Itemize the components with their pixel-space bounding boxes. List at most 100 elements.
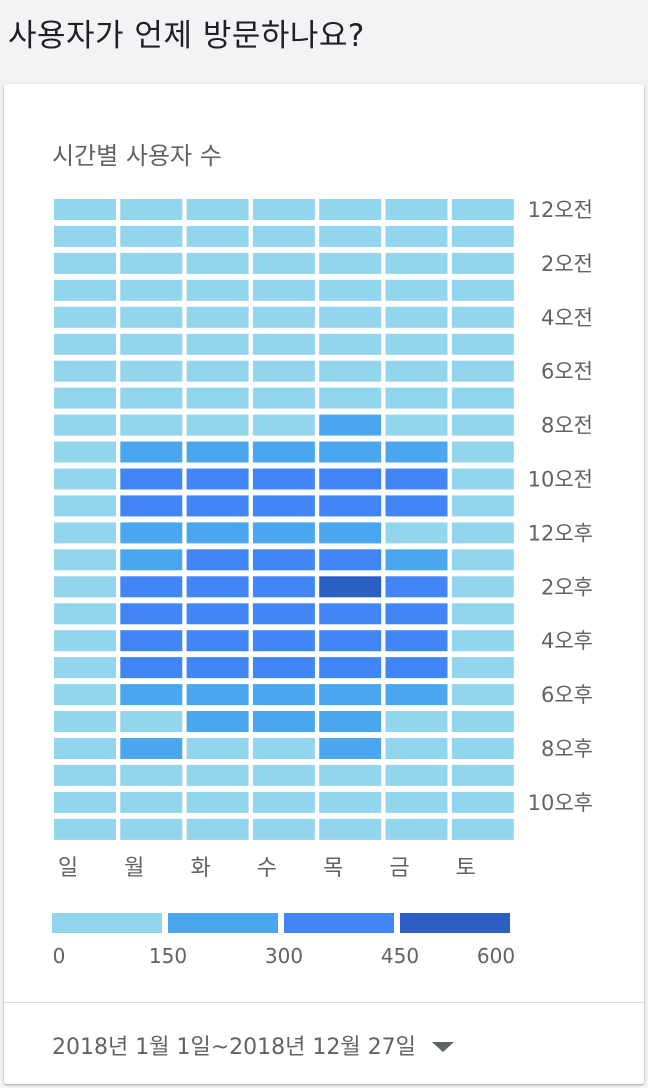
heatmap-cell[interactable] xyxy=(252,360,315,382)
heatmap-cell[interactable] xyxy=(319,252,382,274)
heatmap-cell[interactable] xyxy=(186,414,249,436)
heatmap-cell[interactable] xyxy=(120,603,183,625)
heatmap-cell[interactable] xyxy=(120,468,183,490)
heatmap-cell[interactable] xyxy=(319,387,382,409)
heatmap-cell[interactable] xyxy=(186,387,249,409)
heatmap-cell[interactable] xyxy=(319,818,382,840)
heatmap-cell[interactable] xyxy=(54,279,116,301)
heatmap-cell[interactable] xyxy=(54,684,116,706)
heatmap-cell[interactable] xyxy=(319,576,382,598)
heatmap-cell[interactable] xyxy=(451,225,514,247)
heatmap-cell[interactable] xyxy=(252,495,315,517)
heatmap-cell[interactable] xyxy=(186,549,249,571)
heatmap-cell[interactable] xyxy=(120,791,183,813)
heatmap-cell[interactable] xyxy=(54,522,116,544)
heatmap-cell[interactable] xyxy=(451,684,514,706)
heatmap-cell[interactable] xyxy=(385,333,448,355)
heatmap-cell[interactable] xyxy=(120,414,183,436)
heatmap-cell[interactable] xyxy=(451,549,514,571)
heatmap-cell[interactable] xyxy=(385,522,448,544)
heatmap-cell[interactable] xyxy=(54,225,116,247)
heatmap-cell[interactable] xyxy=(186,333,249,355)
heatmap-cell[interactable] xyxy=(54,306,116,328)
heatmap-cell[interactable] xyxy=(319,657,382,679)
heatmap-cell[interactable] xyxy=(451,333,514,355)
heatmap-cell[interactable] xyxy=(252,306,315,328)
heatmap-cell[interactable] xyxy=(186,603,249,625)
heatmap-cell[interactable] xyxy=(252,576,315,598)
heatmap-cell[interactable] xyxy=(451,468,514,490)
heatmap-cell[interactable] xyxy=(54,764,116,786)
heatmap-cell[interactable] xyxy=(385,414,448,436)
heatmap-cell[interactable] xyxy=(54,711,116,732)
heatmap-cell[interactable] xyxy=(385,549,448,571)
heatmap-cell[interactable] xyxy=(385,252,448,274)
heatmap-cell[interactable] xyxy=(252,279,315,301)
heatmap-cell[interactable] xyxy=(319,495,382,517)
heatmap-cell[interactable] xyxy=(120,360,183,382)
heatmap-cell[interactable] xyxy=(319,603,382,625)
heatmap-cell[interactable] xyxy=(451,791,514,813)
heatmap-cell[interactable] xyxy=(54,549,116,571)
heatmap-cell[interactable] xyxy=(451,764,514,786)
heatmap-cell[interactable] xyxy=(186,738,249,759)
heatmap-cell[interactable] xyxy=(451,657,514,679)
heatmap-cell[interactable] xyxy=(252,684,315,706)
heatmap-cell[interactable] xyxy=(319,199,382,220)
heatmap-cell[interactable] xyxy=(120,711,183,732)
heatmap-cell[interactable] xyxy=(120,818,183,840)
heatmap-cell[interactable] xyxy=(120,199,183,220)
heatmap-cell[interactable] xyxy=(252,199,315,220)
heatmap-cell[interactable] xyxy=(252,225,315,247)
heatmap-cell[interactable] xyxy=(54,630,116,652)
heatmap-cell[interactable] xyxy=(385,764,448,786)
heatmap-cell[interactable] xyxy=(451,630,514,652)
heatmap-cell[interactable] xyxy=(120,764,183,786)
heatmap-cell[interactable] xyxy=(252,791,315,813)
heatmap-cell[interactable] xyxy=(186,360,249,382)
heatmap-cell[interactable] xyxy=(120,657,183,679)
heatmap-cell[interactable] xyxy=(451,495,514,517)
heatmap-cell[interactable] xyxy=(451,306,514,328)
heatmap-cell[interactable] xyxy=(252,441,315,463)
heatmap-cell[interactable] xyxy=(54,360,116,382)
heatmap-cell[interactable] xyxy=(252,549,315,571)
heatmap-cell[interactable] xyxy=(252,603,315,625)
heatmap-cell[interactable] xyxy=(120,306,183,328)
heatmap-cell[interactable] xyxy=(252,333,315,355)
heatmap-cell[interactable] xyxy=(451,279,514,301)
heatmap-cell[interactable] xyxy=(385,306,448,328)
heatmap-cell[interactable] xyxy=(252,711,315,732)
heatmap-cell[interactable] xyxy=(385,738,448,759)
heatmap-cell[interactable] xyxy=(120,522,183,544)
heatmap-cell[interactable] xyxy=(54,199,116,220)
heatmap-cell[interactable] xyxy=(319,549,382,571)
heatmap-cell[interactable] xyxy=(451,603,514,625)
heatmap-cell[interactable] xyxy=(385,387,448,409)
heatmap-cell[interactable] xyxy=(120,252,183,274)
heatmap-cell[interactable] xyxy=(319,764,382,786)
heatmap-cell[interactable] xyxy=(186,576,249,598)
heatmap-cell[interactable] xyxy=(385,576,448,598)
heatmap-cell[interactable] xyxy=(385,360,448,382)
heatmap-cell[interactable] xyxy=(120,684,183,706)
heatmap-cell[interactable] xyxy=(54,387,116,409)
heatmap-cell[interactable] xyxy=(319,684,382,706)
heatmap-cell[interactable] xyxy=(54,333,116,355)
heatmap-cell[interactable] xyxy=(451,252,514,274)
heatmap-cell[interactable] xyxy=(54,252,116,274)
heatmap-cell[interactable] xyxy=(186,306,249,328)
heatmap-cell[interactable] xyxy=(120,387,183,409)
heatmap-cell[interactable] xyxy=(54,818,116,840)
heatmap-cell[interactable] xyxy=(385,657,448,679)
heatmap-cell[interactable] xyxy=(120,225,183,247)
heatmap-cell[interactable] xyxy=(186,441,249,463)
heatmap-cell[interactable] xyxy=(54,414,116,436)
heatmap-cell[interactable] xyxy=(451,414,514,436)
heatmap-cell[interactable] xyxy=(451,818,514,840)
heatmap-cell[interactable] xyxy=(252,738,315,759)
heatmap-cell[interactable] xyxy=(186,495,249,517)
heatmap-cell[interactable] xyxy=(451,738,514,759)
heatmap-cell[interactable] xyxy=(451,360,514,382)
heatmap-cell[interactable] xyxy=(319,333,382,355)
